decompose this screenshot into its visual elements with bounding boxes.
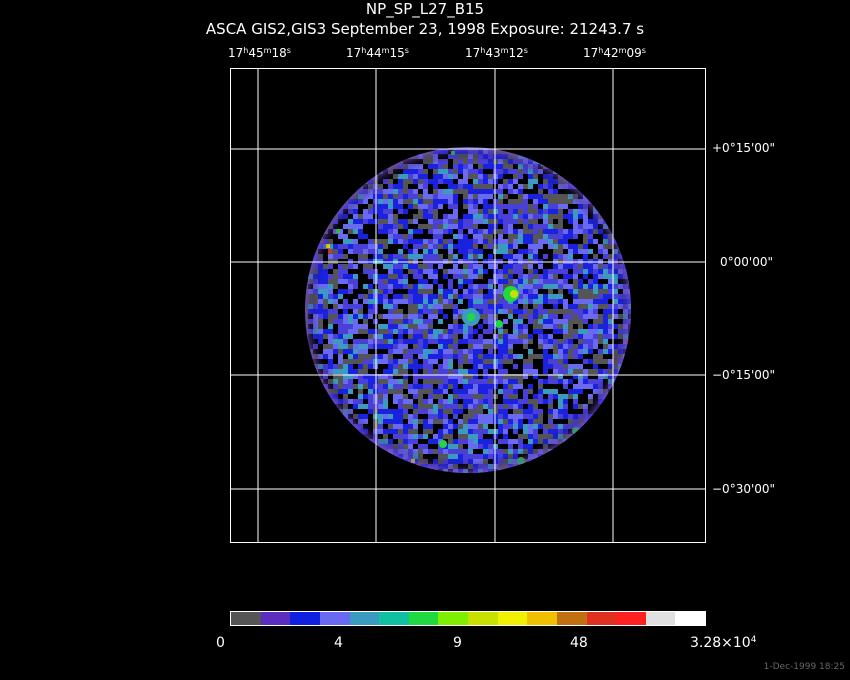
colorbar-swatch <box>497 612 528 625</box>
colorbar-swatch <box>349 612 380 625</box>
colorbar-swatch <box>675 612 705 625</box>
colorbar-label-3: 48 <box>570 635 588 651</box>
colorbar-label-1: 4 <box>334 635 343 651</box>
ra-tick-label-3: 17h42m09s <box>583 46 646 60</box>
colorbar-swatch <box>379 612 409 625</box>
colorbar-swatch <box>616 612 646 625</box>
colorbar-label-0: 0 <box>216 635 225 651</box>
colorbar-swatch <box>645 612 676 625</box>
colorbar-label-2: 9 <box>453 635 462 651</box>
dec-tick-label-1: 0°00'00" <box>720 255 773 269</box>
colorbar-swatch <box>527 612 557 625</box>
colorbar-label-4: 3.28×104 <box>690 635 757 651</box>
colorbar-swatch <box>468 612 498 625</box>
coordinate-grid <box>231 69 705 542</box>
image-subtitle: ASCA GIS2,GIS3 September 23, 1998 Exposu… <box>205 20 645 38</box>
colorbar-swatch <box>260 612 291 625</box>
colorbar-swatch <box>586 612 617 625</box>
colorbar-swatch <box>319 612 350 625</box>
colorbar-swatch <box>556 612 587 625</box>
xray-image <box>231 69 705 542</box>
colorbar-swatch <box>231 612 261 625</box>
dec-tick-label-3: −0°30'00" <box>712 482 776 496</box>
timestamp-footer: 1-Dec-1999 18:25 <box>763 662 845 672</box>
dec-tick-label-0: +0°15'00" <box>712 141 776 155</box>
ra-tick-label-0: 17h45m18s <box>228 46 291 60</box>
ra-tick-label-1: 17h44m15s <box>346 46 409 60</box>
detector-rim <box>305 147 631 473</box>
image-frame <box>230 68 706 543</box>
colorbar <box>230 611 706 626</box>
ra-tick-label-2: 17h43m12s <box>465 46 528 60</box>
colorbar-swatch <box>290 612 320 625</box>
colorbar-swatch <box>408 612 439 625</box>
dec-tick-label-2: −0°15'00" <box>712 368 776 382</box>
colorbar-swatch <box>438 612 468 625</box>
image-title: NP_SP_L27_B15 <box>365 0 485 18</box>
